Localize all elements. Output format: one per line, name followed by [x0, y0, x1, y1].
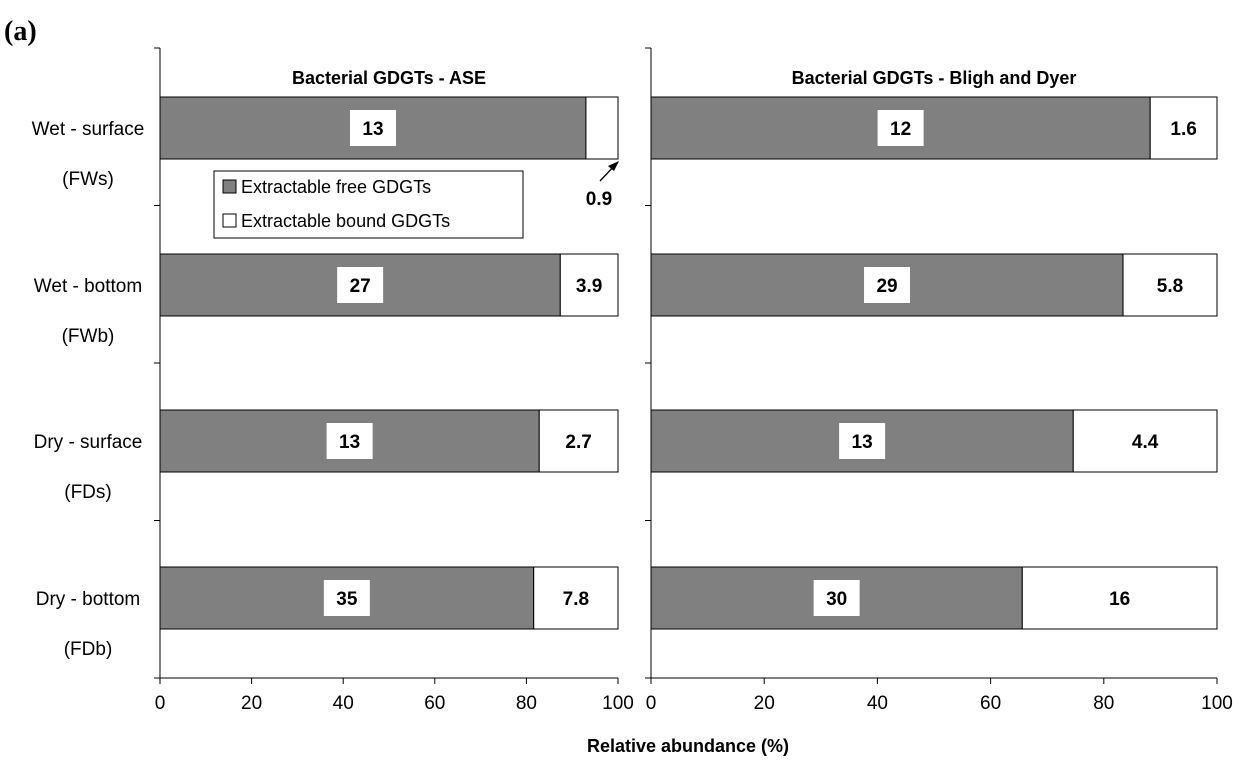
data-label-2-free-1: 12 [890, 119, 911, 140]
panel-2: Bacterial GDGTs - Bligh and Dyer 0 20 40 60 8… [645, 47, 1233, 714]
x-tick-label-2-4: 80 [1093, 693, 1114, 714]
data-label-1-bound-4: 7.8 [563, 589, 589, 610]
legend: Extractable free GDGTs Extractable bound… [213, 170, 524, 239]
data-label-2-free-2: 29 [876, 276, 897, 297]
x-tick-label-2-2: 40 [867, 693, 888, 714]
data-label-1-bound-1: 0.9 [586, 189, 612, 210]
data-label-1-free-1: 13 [362, 119, 383, 140]
data-label-bg-1-1 [349, 110, 396, 146]
legend-swatch-bound [222, 213, 237, 228]
bar-1-bound-4 [533, 566, 619, 630]
data-label-1-bound-3: 2.7 [565, 432, 591, 453]
legend-swatch-free [222, 179, 237, 194]
bar-2-bound-4 [1021, 566, 1218, 630]
category-label-1: Wet - surface [32, 119, 145, 140]
bar-1-bound-2 [559, 253, 619, 317]
data-label-bg-2-1 [877, 110, 924, 146]
panel-1: Bacterial GDGTs - ASE 0 20 40 60 80 100 13 0.9 We… [32, 47, 634, 714]
figure-label: (a) [4, 16, 37, 47]
x-tick-label-2-3: 60 [980, 693, 1001, 714]
bar-1-bound-3 [538, 409, 619, 473]
x-tick-label-1-5: 100 [602, 693, 634, 714]
category-label-4: Dry - bottom [36, 589, 141, 610]
data-label-bg-1-2 [337, 267, 384, 303]
category-label-2: Wet - bottom [34, 276, 142, 297]
data-label-1-free-4: 35 [336, 589, 358, 610]
bar-1-bound-1 [585, 96, 619, 160]
data-label-2-bound-1: 1.6 [1170, 119, 1196, 140]
data-label-bg-1-4 [323, 580, 370, 616]
bar-2-bound-2 [1122, 253, 1218, 317]
data-label-1-free-3: 13 [339, 432, 360, 453]
x-tick-label-2-0: 0 [646, 693, 657, 714]
data-label-1-free-2: 27 [350, 276, 371, 297]
annotation-arrow [599, 161, 619, 182]
category-code-4: (FDb) [64, 639, 113, 660]
data-label-2-bound-3: 4.4 [1132, 432, 1159, 453]
data-label-2-free-3: 13 [852, 432, 873, 453]
legend-label-free: Extractable free GDGTs [241, 177, 431, 197]
data-label-bg-2-3 [839, 423, 886, 459]
x-tick-label-1-3: 60 [424, 693, 445, 714]
data-label-bg-2-4 [813, 580, 860, 616]
data-label-2-free-4: 30 [826, 589, 847, 610]
data-label-2-bound-4: 16 [1109, 589, 1130, 610]
x-tick-label-1-0: 0 [155, 693, 166, 714]
data-label-bg-1-3 [326, 423, 373, 459]
legend-box [213, 170, 524, 239]
category-code-1: (FWs) [62, 169, 114, 190]
data-label-bg-2-2 [864, 267, 911, 303]
panel-title-1: Bacterial GDGTs - ASE [292, 68, 486, 88]
panel-title-2: Bacterial GDGTs - Bligh and Dyer [792, 68, 1077, 88]
x-tick-label-2-1: 20 [754, 693, 775, 714]
legend-label-bound: Extractable bound GDGTs [241, 211, 450, 231]
x-axis-label: Relative abundance (%) [587, 736, 789, 756]
data-label-1-bound-2: 3.9 [576, 276, 602, 297]
x-tick-label-2-5: 100 [1201, 693, 1233, 714]
bar-2-bound-1 [1149, 96, 1218, 160]
bar-2-bound-3 [1072, 409, 1218, 473]
category-code-3: (FDs) [64, 482, 111, 503]
data-label-2-bound-2: 5.8 [1157, 276, 1183, 297]
x-tick-label-1-2: 40 [333, 693, 354, 714]
category-code-2: (FWb) [62, 326, 115, 347]
x-tick-label-1-4: 80 [516, 693, 537, 714]
x-tick-label-1-1: 20 [241, 693, 262, 714]
category-label-3: Dry - surface [34, 432, 143, 453]
